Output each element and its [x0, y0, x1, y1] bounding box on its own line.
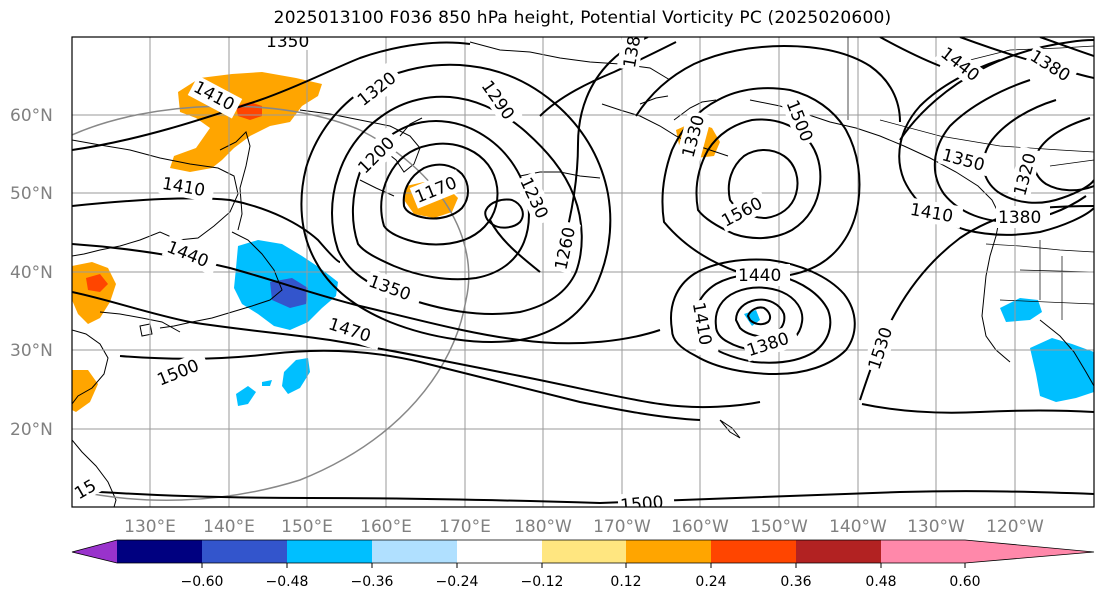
colorbar-extend-high: [965, 540, 1094, 563]
lon-label: 170°W: [593, 517, 651, 537]
colorbar-label: −0.24: [436, 574, 479, 590]
pv-positive-area: [72, 262, 116, 324]
colorbar-label: 0.48: [865, 574, 896, 590]
colorbar-label: 0.60: [949, 574, 980, 590]
lon-label: 160°E: [360, 517, 412, 537]
pv-negative-core: [270, 278, 308, 308]
colorbar-label: 0.24: [695, 574, 726, 590]
lon-label: 160°W: [671, 517, 729, 537]
lon-label: 130°W: [907, 517, 965, 537]
colorbar-segment: [711, 540, 796, 563]
pv-negative-area: [282, 358, 310, 394]
contour-label: 1440: [738, 266, 781, 286]
colorbar-segment: [287, 540, 372, 563]
pv-negative-area: [1030, 338, 1094, 402]
lat-label: 60°N: [10, 106, 53, 126]
lat-label: 20°N: [10, 420, 53, 440]
colorbar-segment: [457, 540, 542, 563]
lon-label: 180°W: [514, 517, 572, 537]
latitude-labels: 60°N 50°N 40°N 30°N 20°N: [10, 106, 53, 440]
range-circle: [72, 105, 470, 501]
lon-label: 150°E: [281, 517, 333, 537]
colorbar-segment: [796, 540, 881, 563]
map-frame: [71, 36, 1095, 508]
colorbar-ticks: [201, 563, 966, 568]
lon-label: 140°E: [203, 517, 255, 537]
colorbar-segment: [372, 540, 457, 563]
colorbar-segment: [626, 540, 711, 563]
colorbar-label: 0.12: [610, 574, 641, 590]
lon-label: 150°W: [750, 517, 808, 537]
lon-label: 170°E: [439, 517, 491, 537]
pv-positive-area: [72, 370, 98, 412]
contour-label: 1500: [619, 493, 664, 517]
pv-positive-core: [86, 274, 108, 292]
map-title: 2025013100 F036 850 hPa height, Potentia…: [273, 8, 892, 28]
colorbar: −0.60 −0.48 −0.36 −0.24 −0.12 0.12 0.24 …: [71, 539, 1095, 590]
colorbar-segment: [881, 540, 965, 563]
longitude-labels: 130°E 140°E 150°E 160°E 170°E 180°W 170°…: [124, 517, 1044, 537]
colorbar-label: −0.12: [521, 574, 564, 590]
contour-label: 1350: [266, 32, 309, 52]
colorbar-segment: [117, 540, 202, 563]
pv-negative-area: [262, 380, 272, 386]
graticule: [72, 37, 1094, 507]
pv-negative-area: [236, 386, 256, 406]
lat-label: 40°N: [10, 263, 53, 283]
colorbar-label: 0.36: [780, 574, 811, 590]
colorbar-label: −0.36: [351, 574, 394, 590]
lat-label: 50°N: [10, 184, 53, 204]
lat-label: 30°N: [10, 341, 53, 361]
contour-label: 1380: [998, 208, 1041, 228]
colorbar-label: −0.48: [266, 574, 309, 590]
pv-negative-area: [1000, 298, 1042, 322]
colorbar-label: −0.60: [181, 574, 224, 590]
lon-label: 120°W: [986, 517, 1044, 537]
borders: [847, 37, 1094, 320]
colorbar-segment: [542, 540, 626, 563]
colorbar-segment: [202, 540, 287, 563]
colorbar-extend-low: [72, 540, 117, 563]
lon-label: 130°E: [124, 517, 176, 537]
lon-label: 140°W: [829, 517, 887, 537]
